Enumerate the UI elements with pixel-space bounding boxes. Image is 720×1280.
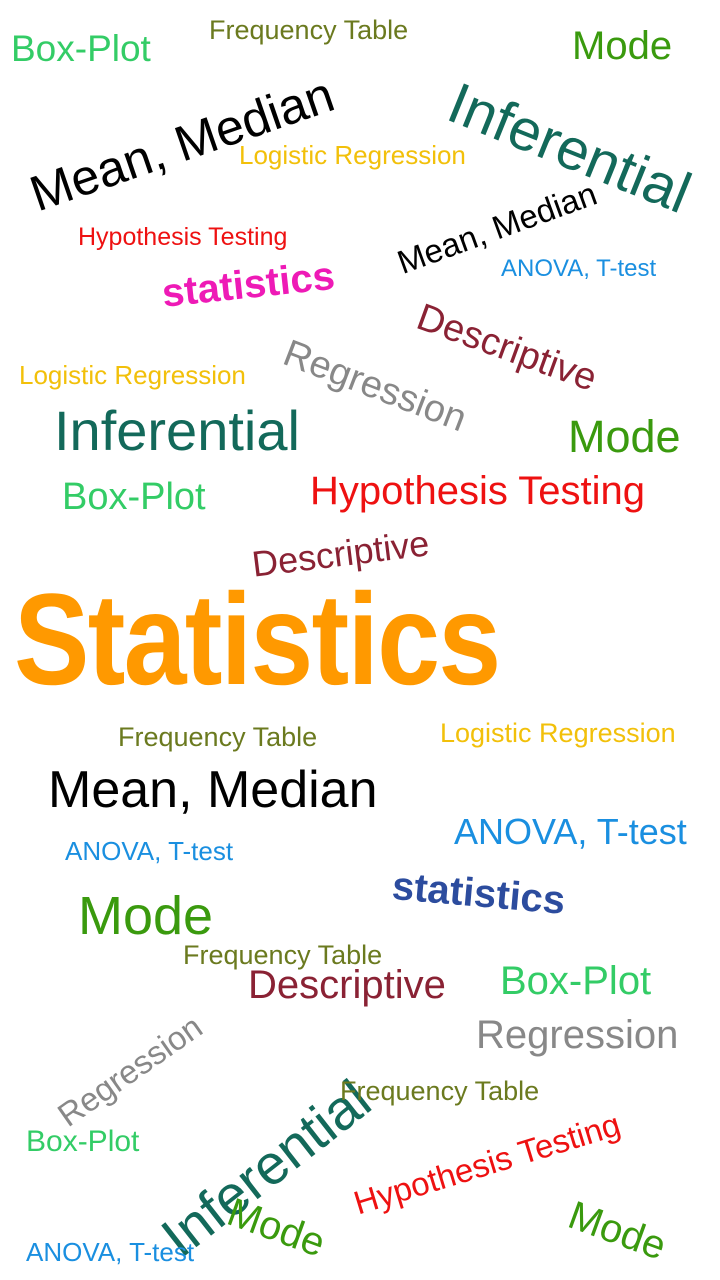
word-mode: Mode — [568, 411, 681, 462]
word-anova-t-test: ANOVA, T-test — [501, 255, 657, 282]
word-mean-median: Mean, Median — [48, 761, 378, 819]
word-logistic-regression: Logistic Regression — [19, 360, 246, 390]
word-mode: Mode — [221, 1190, 331, 1266]
word-hypothesis-testing: Hypothesis Testing — [310, 469, 645, 513]
word-anova-t-test: ANOVA, T-test — [65, 836, 234, 866]
word-box-plot: Box-Plot — [500, 959, 652, 1003]
word-regression: Regression — [476, 1013, 679, 1057]
word-frequency-table: Frequency Table — [183, 940, 383, 970]
word-box-plot: Box-Plot — [11, 28, 151, 69]
word-box-plot: Box-Plot — [26, 1125, 140, 1158]
word-descriptive: Descriptive — [248, 963, 446, 1007]
word-frequency-table: Frequency Table — [209, 15, 409, 45]
word-statistics: statistics — [159, 253, 337, 316]
word-regression: Regression — [50, 1007, 209, 1134]
word-anova-t-test: ANOVA, T-test — [454, 811, 687, 852]
word-mode: Mode — [78, 886, 214, 946]
word-inferential: Inferential — [54, 399, 300, 462]
word-regression: Regression — [277, 332, 473, 441]
word-mode: Mode — [562, 1193, 672, 1269]
word-statistics-title: Statistics — [14, 566, 501, 712]
word-descriptive: Descriptive — [411, 296, 603, 400]
word-hypothesis-testing: Hypothesis Testing — [78, 223, 288, 251]
word-logistic-regression: Logistic Regression — [239, 140, 466, 170]
word-logistic-regression: Logistic Regression — [440, 718, 676, 748]
word-frequency-table: Frequency Table — [118, 722, 318, 752]
word-statistics: statistics — [390, 864, 567, 923]
word-frequency-table: Frequency Table — [340, 1076, 540, 1106]
word-anova-t-test: ANOVA, T-test — [26, 1237, 195, 1267]
word-mode: Mode — [572, 24, 673, 68]
word-box-plot: Box-Plot — [62, 476, 206, 518]
